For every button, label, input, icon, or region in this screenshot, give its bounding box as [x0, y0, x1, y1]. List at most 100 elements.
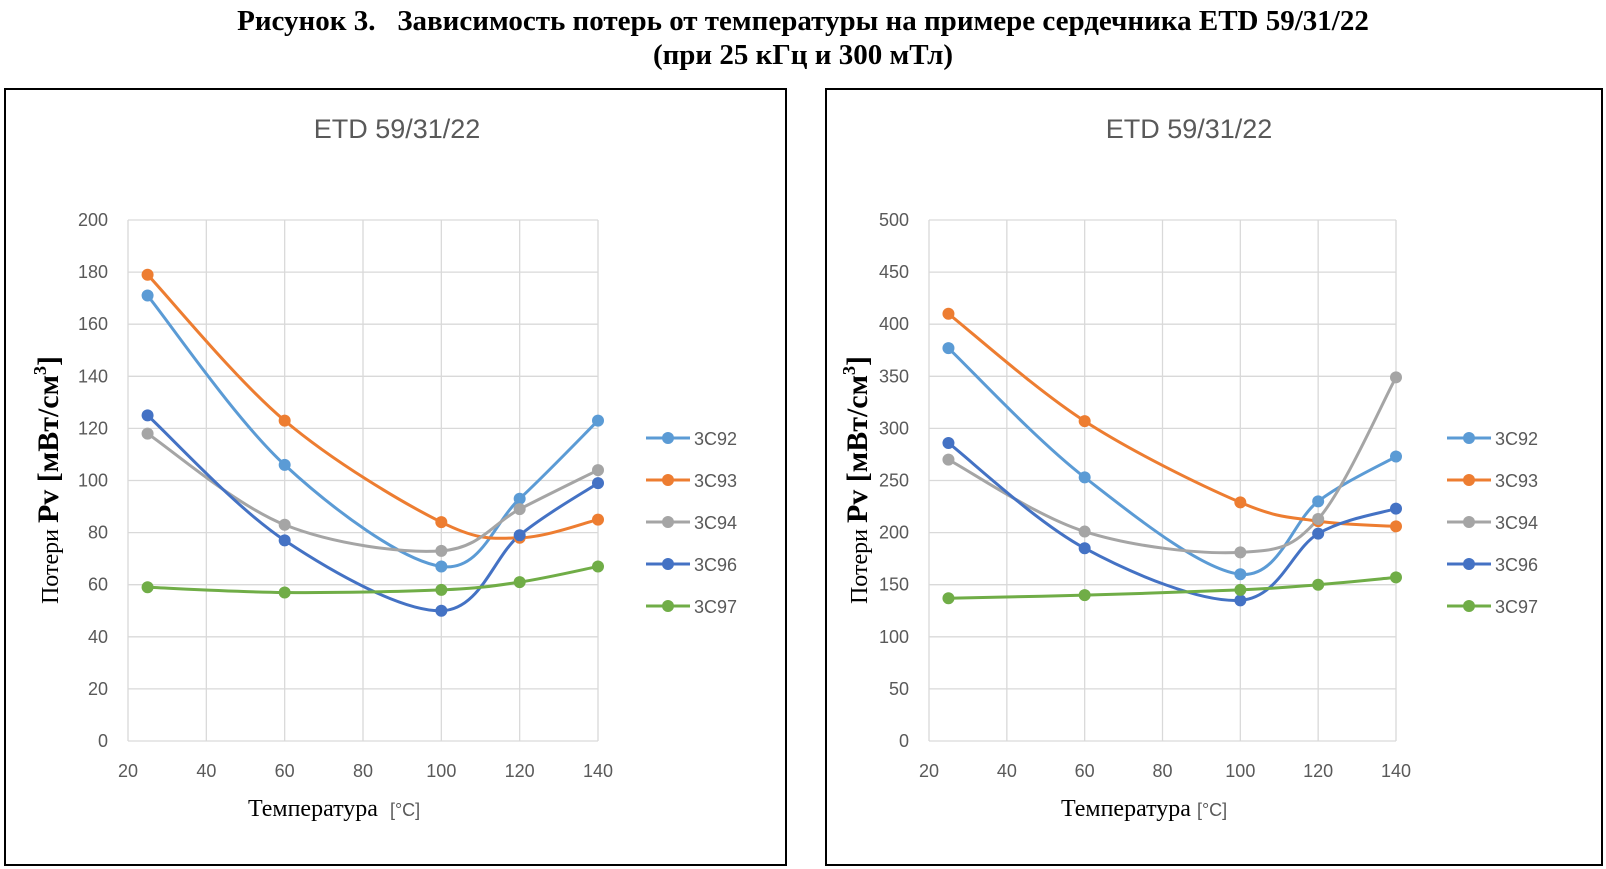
data-point-3c97: [1234, 583, 1247, 596]
chart-panel-left: ETD 59/31/22 0 20 40 60 80 100 120 140 160 180 200 2…: [4, 88, 787, 866]
y-tick-label: 60: [88, 575, 108, 595]
data-point-3c93: [1390, 520, 1402, 533]
series-line-3c96: [146, 413, 600, 613]
data-point-3c97: [435, 583, 448, 596]
data-point-3c92: [435, 560, 448, 573]
data-point-3c97: [942, 592, 955, 605]
legend-label: 3C92: [1495, 429, 1538, 449]
x-tick-label: 20: [919, 761, 939, 781]
data-point-3c93: [942, 307, 955, 320]
y-tick-label: 0: [899, 731, 909, 751]
x-tick-label: 120: [1303, 761, 1333, 781]
data-point-3c94: [513, 503, 526, 516]
y-tick-label: 40: [88, 627, 108, 647]
data-point-3c96: [1078, 542, 1091, 555]
data-point-3c94: [1078, 525, 1091, 538]
legend-label: 3C93: [694, 471, 737, 491]
chart-panel-right: ETD 59/31/22 0 50 100 150 200 250 300 350 400 450 5…: [825, 88, 1603, 866]
legend-label: 3C94: [694, 513, 737, 533]
series-line-3c92: [946, 346, 1398, 576]
x-tick-label: 60: [1075, 761, 1095, 781]
x-axis-label: Температура [°C]: [248, 796, 420, 822]
data-point-3c96: [435, 604, 448, 617]
y-tick-label: 160: [78, 314, 108, 334]
data-point-3c93: [592, 513, 604, 526]
y-tick-label: 150: [879, 575, 909, 595]
x-tick-label: 60: [275, 761, 295, 781]
data-point-3c94: [592, 464, 604, 477]
y-tick-label: 0: [98, 731, 108, 751]
data-point-3c97: [1078, 589, 1091, 602]
y-tick-label: 200: [879, 523, 909, 543]
data-point-3c96: [1234, 594, 1247, 607]
figure-title-line-2: (при 25 кГц и 300 мТл): [652, 39, 954, 71]
data-point-3c97: [141, 581, 154, 594]
data-point-3c93: [278, 414, 291, 427]
legend-label: 3C97: [694, 597, 737, 617]
legend-marker: [1463, 432, 1475, 444]
data-point-3c92: [141, 289, 154, 302]
y-tick-label: 80: [88, 523, 108, 543]
legend-label: 3C97: [1495, 597, 1538, 617]
legend-marker: [1463, 474, 1475, 486]
y-tick-label: 100: [879, 627, 909, 647]
data-point-3c93: [1234, 496, 1247, 509]
data-point-3c96: [278, 534, 291, 547]
data-point-3c92: [1312, 495, 1325, 508]
data-point-3c92: [942, 342, 955, 355]
chart-title: ETD 59/31/22: [1106, 114, 1273, 144]
series-line-3c97: [946, 575, 1398, 600]
series-line-3c92: [146, 294, 600, 569]
y-tick-label: 300: [879, 418, 909, 438]
series-line-3c93: [146, 273, 600, 540]
data-point-3c92: [278, 458, 291, 471]
legend-marker: [662, 432, 674, 444]
data-point-3c96: [592, 477, 604, 490]
data-point-3c92: [513, 492, 526, 505]
x-tick-label: 80: [353, 761, 373, 781]
x-tick-label: 140: [583, 761, 613, 781]
y-tick-label: 250: [879, 471, 909, 491]
data-point-3c96: [141, 409, 154, 422]
data-point-3c94: [278, 518, 291, 531]
legend-marker: [662, 474, 674, 486]
figure-title: Рисунок 3. Зависимость потерь от темпера…: [0, 4, 1606, 72]
data-point-3c96: [1312, 527, 1325, 540]
x-tick-label: 20: [118, 761, 138, 781]
data-point-3c96: [513, 529, 526, 542]
data-point-3c93: [141, 268, 154, 281]
data-point-3c97: [592, 560, 604, 573]
y-tick-label: 200: [78, 210, 108, 230]
data-point-3c94: [1312, 513, 1325, 526]
data-point-3c96: [942, 436, 955, 449]
data-point-3c94: [1390, 371, 1402, 384]
legend-marker: [1463, 600, 1475, 612]
legend-label: 3C94: [1495, 513, 1538, 533]
data-point-3c93: [435, 516, 448, 529]
data-point-3c97: [1312, 578, 1325, 591]
chart-left-svg: ETD 59/31/22 0 20 40 60 80 100 120 140 160 180 200 2…: [30, 114, 737, 822]
x-axis-label: Температура [°C]: [1061, 796, 1227, 822]
series-line-3c97: [146, 564, 600, 595]
y-tick-label: 140: [78, 366, 108, 386]
legend-label: 3C93: [1495, 471, 1538, 491]
x-tick-label: 140: [1381, 761, 1411, 781]
y-tick-label: 350: [879, 366, 909, 386]
legend-label: 3C96: [1495, 555, 1538, 575]
x-tick-label: 80: [1152, 761, 1172, 781]
data-point-3c97: [1390, 571, 1402, 584]
legend-label: 3C96: [694, 555, 737, 575]
legend-marker: [662, 516, 674, 528]
y-tick-label: 120: [78, 418, 108, 438]
data-point-3c94: [1234, 546, 1247, 559]
data-point-3c94: [942, 453, 955, 466]
y-tick-label: 50: [889, 679, 909, 699]
y-tick-label: 400: [879, 314, 909, 334]
chart-title: ETD 59/31/22: [314, 114, 481, 144]
legend-marker: [662, 600, 674, 612]
data-point-3c94: [435, 544, 448, 557]
y-tick-label: 500: [879, 210, 909, 230]
data-point-3c96: [1390, 502, 1402, 515]
series-line-3c94: [946, 375, 1398, 555]
data-point-3c97: [278, 586, 291, 599]
